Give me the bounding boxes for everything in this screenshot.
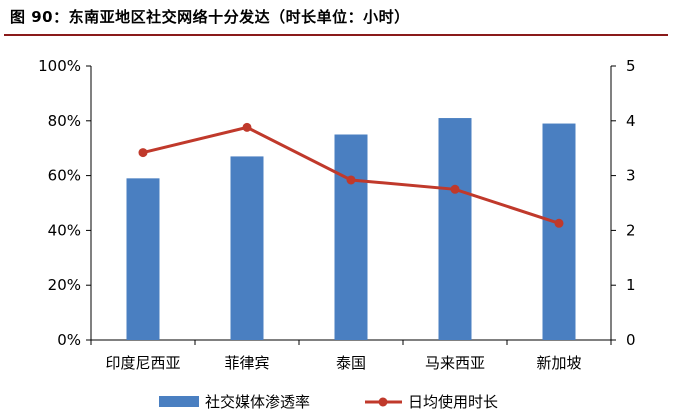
- bar: [334, 134, 368, 340]
- legend-label-line: 日均使用时长: [408, 393, 498, 411]
- y-left-tick-label: 100%: [38, 57, 81, 75]
- bar: [542, 123, 576, 340]
- bar: [126, 178, 160, 340]
- y-right-tick-label: 5: [626, 57, 636, 75]
- category-label: 印度尼西亚: [105, 354, 180, 372]
- line-point: [450, 184, 460, 194]
- line-point: [138, 148, 148, 158]
- line-point: [346, 175, 356, 185]
- category-label: 菲律宾: [224, 354, 269, 372]
- category-labels-group: 印度尼西亚 菲律宾 泰国 马来西亚 新加坡: [105, 354, 581, 372]
- y-right-tick-label: 1: [626, 276, 636, 294]
- y-right-tick-label: 0: [626, 331, 636, 349]
- bar: [438, 118, 472, 340]
- figure-title: 图 90：东南亚地区社交网络十分发达（时长单位：小时）: [10, 8, 410, 26]
- title-rule: [4, 34, 668, 36]
- legend-swatch-point: [378, 397, 388, 407]
- y-right-tick-label: 4: [626, 112, 636, 130]
- y-left-tick-label: 60%: [48, 167, 81, 185]
- legend-label-bar: 社交媒体渗透率: [205, 393, 310, 411]
- bar: [230, 156, 264, 340]
- ticks-group: 0% 20% 40% 60% 80% 100% 0 1 2 3 4 5: [38, 57, 635, 349]
- category-label: 泰国: [336, 354, 366, 372]
- line-series-group: [138, 122, 564, 228]
- y-left-tick-label: 80%: [48, 112, 81, 130]
- line-point: [242, 122, 252, 132]
- y-right-tick-label: 2: [626, 221, 636, 239]
- bars-group: [126, 118, 576, 340]
- line-point: [554, 218, 564, 228]
- category-label: 新加坡: [536, 354, 581, 372]
- y-left-tick-label: 40%: [48, 221, 81, 239]
- legend-swatch-bar: [159, 396, 199, 407]
- legend: 社交媒体渗透率 日均使用时长: [159, 393, 498, 411]
- y-right-tick-label: 3: [626, 167, 636, 185]
- category-label: 马来西亚: [425, 354, 485, 372]
- y-left-tick-label: 0%: [57, 331, 81, 349]
- y-left-tick-label: 20%: [48, 276, 81, 294]
